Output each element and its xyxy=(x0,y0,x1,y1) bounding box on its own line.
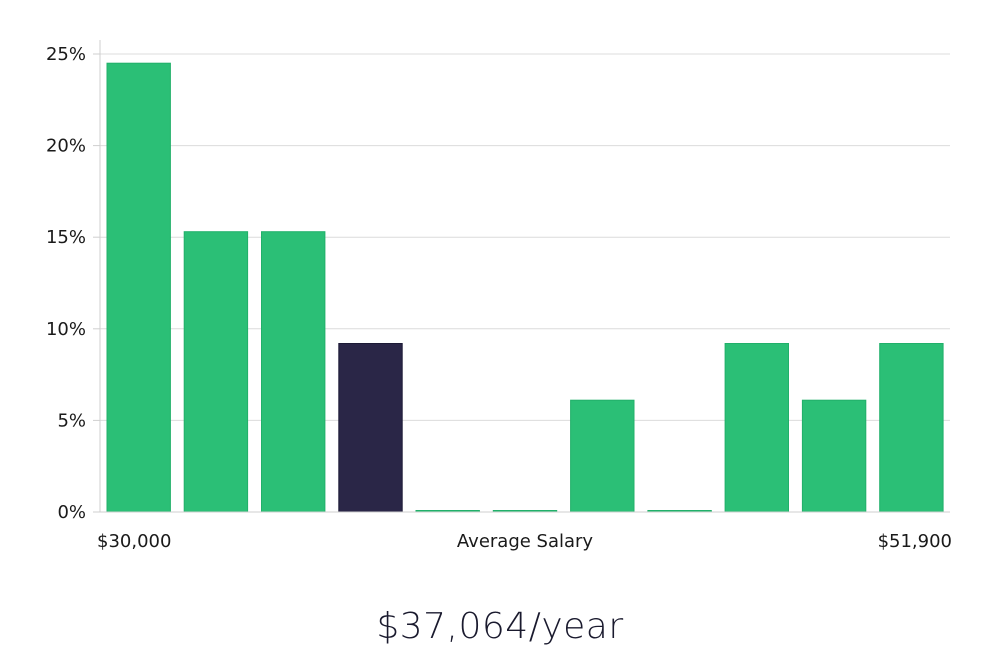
y-tick-label: 0% xyxy=(57,502,86,523)
y-tick-label: 20% xyxy=(46,136,86,157)
bar xyxy=(724,343,789,513)
bar xyxy=(183,231,249,513)
axes xyxy=(99,40,950,513)
x-axis-labels: $30,000 Average Salary $51,900 xyxy=(97,531,952,552)
average-salary-value: $37,064/year xyxy=(376,606,624,647)
bar xyxy=(106,62,171,513)
y-tick-label: 25% xyxy=(46,44,86,65)
x-label-min: $30,000 xyxy=(97,531,171,552)
y-tick-label: 15% xyxy=(46,227,86,248)
bar xyxy=(570,399,635,513)
y-tick-label: 5% xyxy=(57,410,86,431)
bars xyxy=(106,62,944,513)
y-tick-label: 10% xyxy=(46,319,86,340)
bar-highlighted xyxy=(338,343,403,513)
bar xyxy=(261,231,326,513)
x-label-max: $51,900 xyxy=(878,531,952,552)
x-label-center: Average Salary xyxy=(457,531,594,552)
bar xyxy=(801,399,867,513)
salary-histogram: 0% 5% 10% 15% 20% 25% $30,000 Average Salary … xyxy=(46,40,952,552)
bar xyxy=(879,343,944,513)
y-tick-labels: 0% 5% 10% 15% 20% 25% xyxy=(46,44,100,523)
